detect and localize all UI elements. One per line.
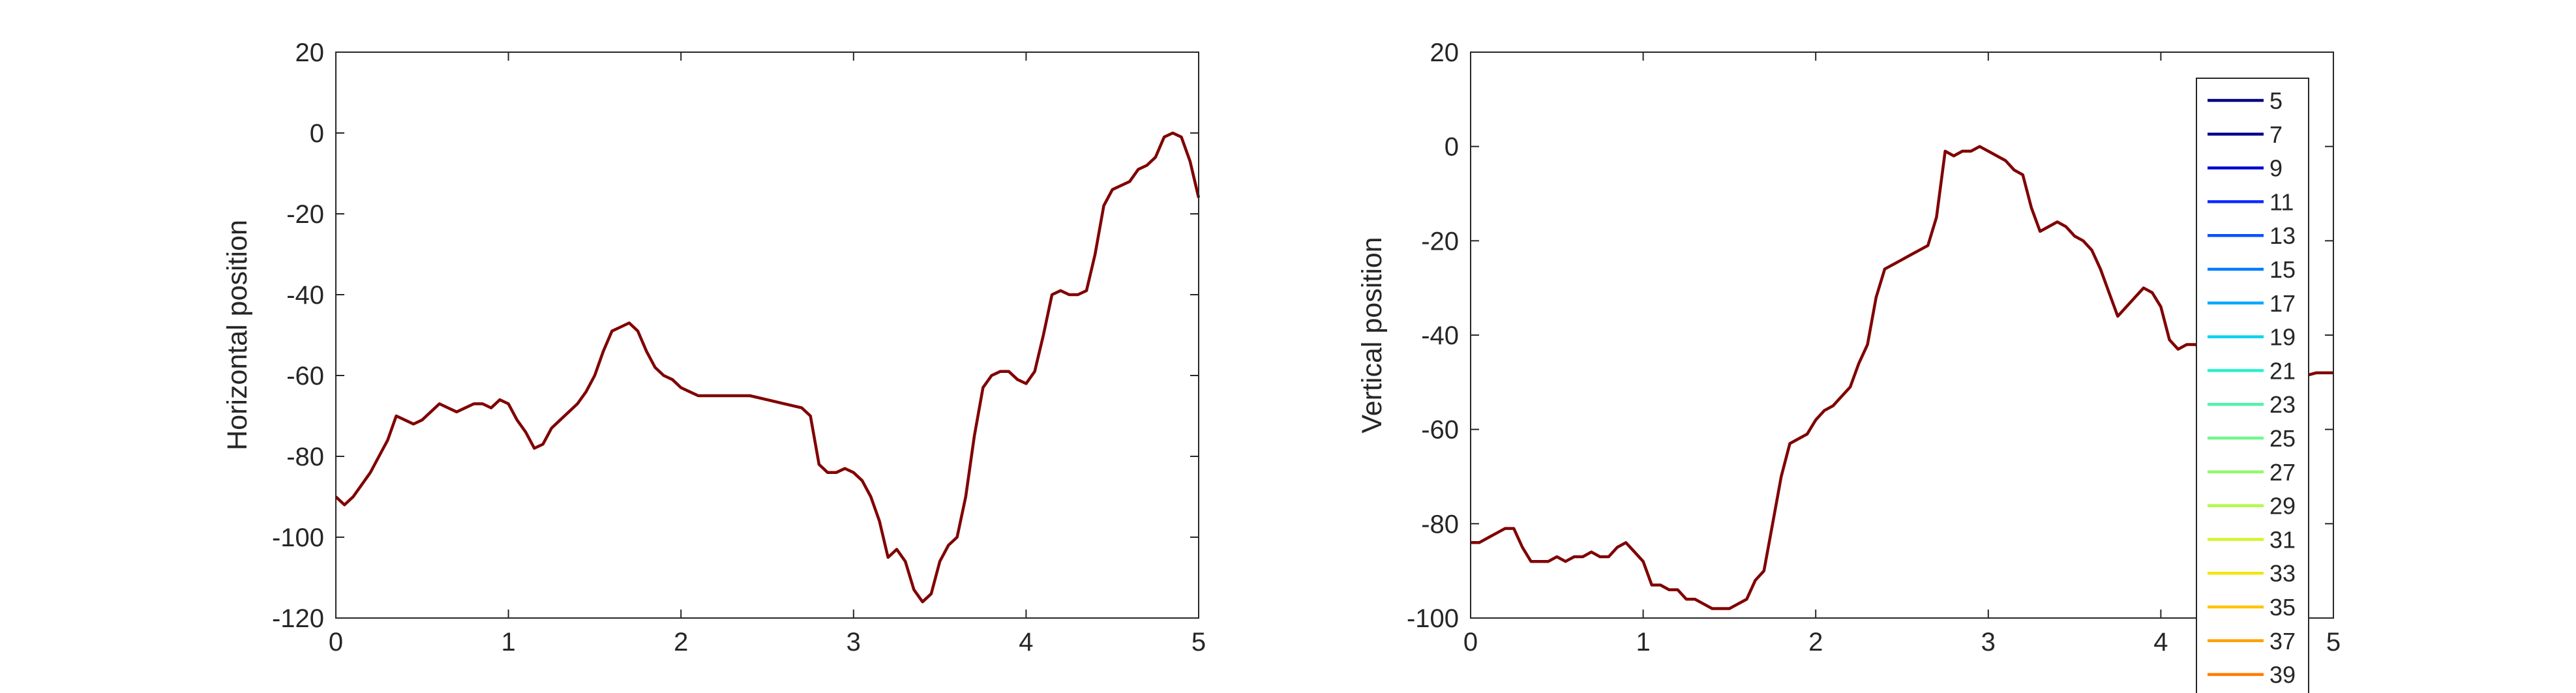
x-tick-label: 5 (2326, 628, 2341, 656)
y-axis-label: Horizontal position (222, 220, 253, 450)
legend-entry-label: 9 (2269, 155, 2283, 182)
y-tick-label: -20 (1421, 227, 1459, 256)
x-tick-label: 0 (1463, 628, 1478, 656)
series-line-2-1 (1471, 145, 2333, 610)
y-tick-label: 0 (310, 119, 324, 148)
x-tick-label: 5 (1191, 628, 1206, 656)
legend-entry-label: 19 (2269, 324, 2296, 351)
legend-entry-label: 25 (2269, 425, 2296, 452)
legend-entry-label: 15 (2269, 256, 2296, 283)
legend-entry-label: 5 (2269, 87, 2283, 114)
legend-entry-label: 31 (2269, 526, 2296, 553)
legend-entry-label: 27 (2269, 459, 2296, 486)
legend-entry-label: 35 (2269, 594, 2296, 621)
x-tick-label: 4 (2153, 628, 2168, 656)
legend-entry-label: 21 (2269, 357, 2296, 384)
y-tick-label: -120 (272, 604, 324, 633)
y-tick-label: -20 (286, 200, 324, 229)
x-tick-label: 1 (1636, 628, 1650, 656)
y-tick-label: -100 (1407, 604, 1459, 633)
legend-entry-label: 7 (2269, 121, 2283, 148)
x-tick-label: 1 (501, 628, 515, 656)
legend-entry-label: 13 (2269, 222, 2296, 249)
horizontal-position-plot: 0 1 2 3 4 5 -120 -100 -80 -60 -40 -20 0 20 Horizontal … (222, 38, 1206, 656)
y-tick-label: 0 (1445, 133, 1459, 162)
x-tick-label: 4 (1019, 628, 1033, 656)
y-tick-label: 20 (1430, 38, 1460, 67)
y-tick-label: -60 (286, 362, 324, 391)
legend-entry-label: 37 (2269, 628, 2296, 655)
legend-box (2196, 78, 2309, 693)
y-tick-label: -60 (1421, 416, 1459, 445)
legend-entry-label: 39 (2269, 662, 2296, 688)
y-tick-label: -40 (286, 281, 324, 310)
y-tick-label: -100 (272, 523, 324, 552)
series-line-1-1 (335, 131, 1201, 604)
legend-entry-label: 11 (2269, 188, 2294, 215)
axes-box (335, 52, 1199, 619)
y-tick-label: -40 (1421, 321, 1459, 350)
y-tick-label: -80 (286, 443, 324, 471)
legend-entry-label: 33 (2269, 560, 2296, 587)
x-tick-label: 3 (846, 628, 861, 656)
legend-entry-label: 17 (2269, 290, 2296, 317)
y-tick-label: 20 (295, 38, 325, 67)
x-tick-label: 0 (329, 628, 343, 656)
x-tick-label: 3 (1981, 628, 1996, 656)
x-tick-label: 2 (674, 628, 688, 656)
y-axis-label: Vertical position (1356, 237, 1388, 433)
x-tick-label: 2 (1808, 628, 1823, 656)
legend-entry-label: 23 (2269, 391, 2296, 418)
legend: 5 7 9 11 13 15 17 19 21 23 25 27 29 31 33 35 37 39 (2196, 78, 2309, 693)
y-tick-label: -80 (1421, 510, 1459, 538)
legend-entry-label: 29 (2269, 493, 2296, 520)
